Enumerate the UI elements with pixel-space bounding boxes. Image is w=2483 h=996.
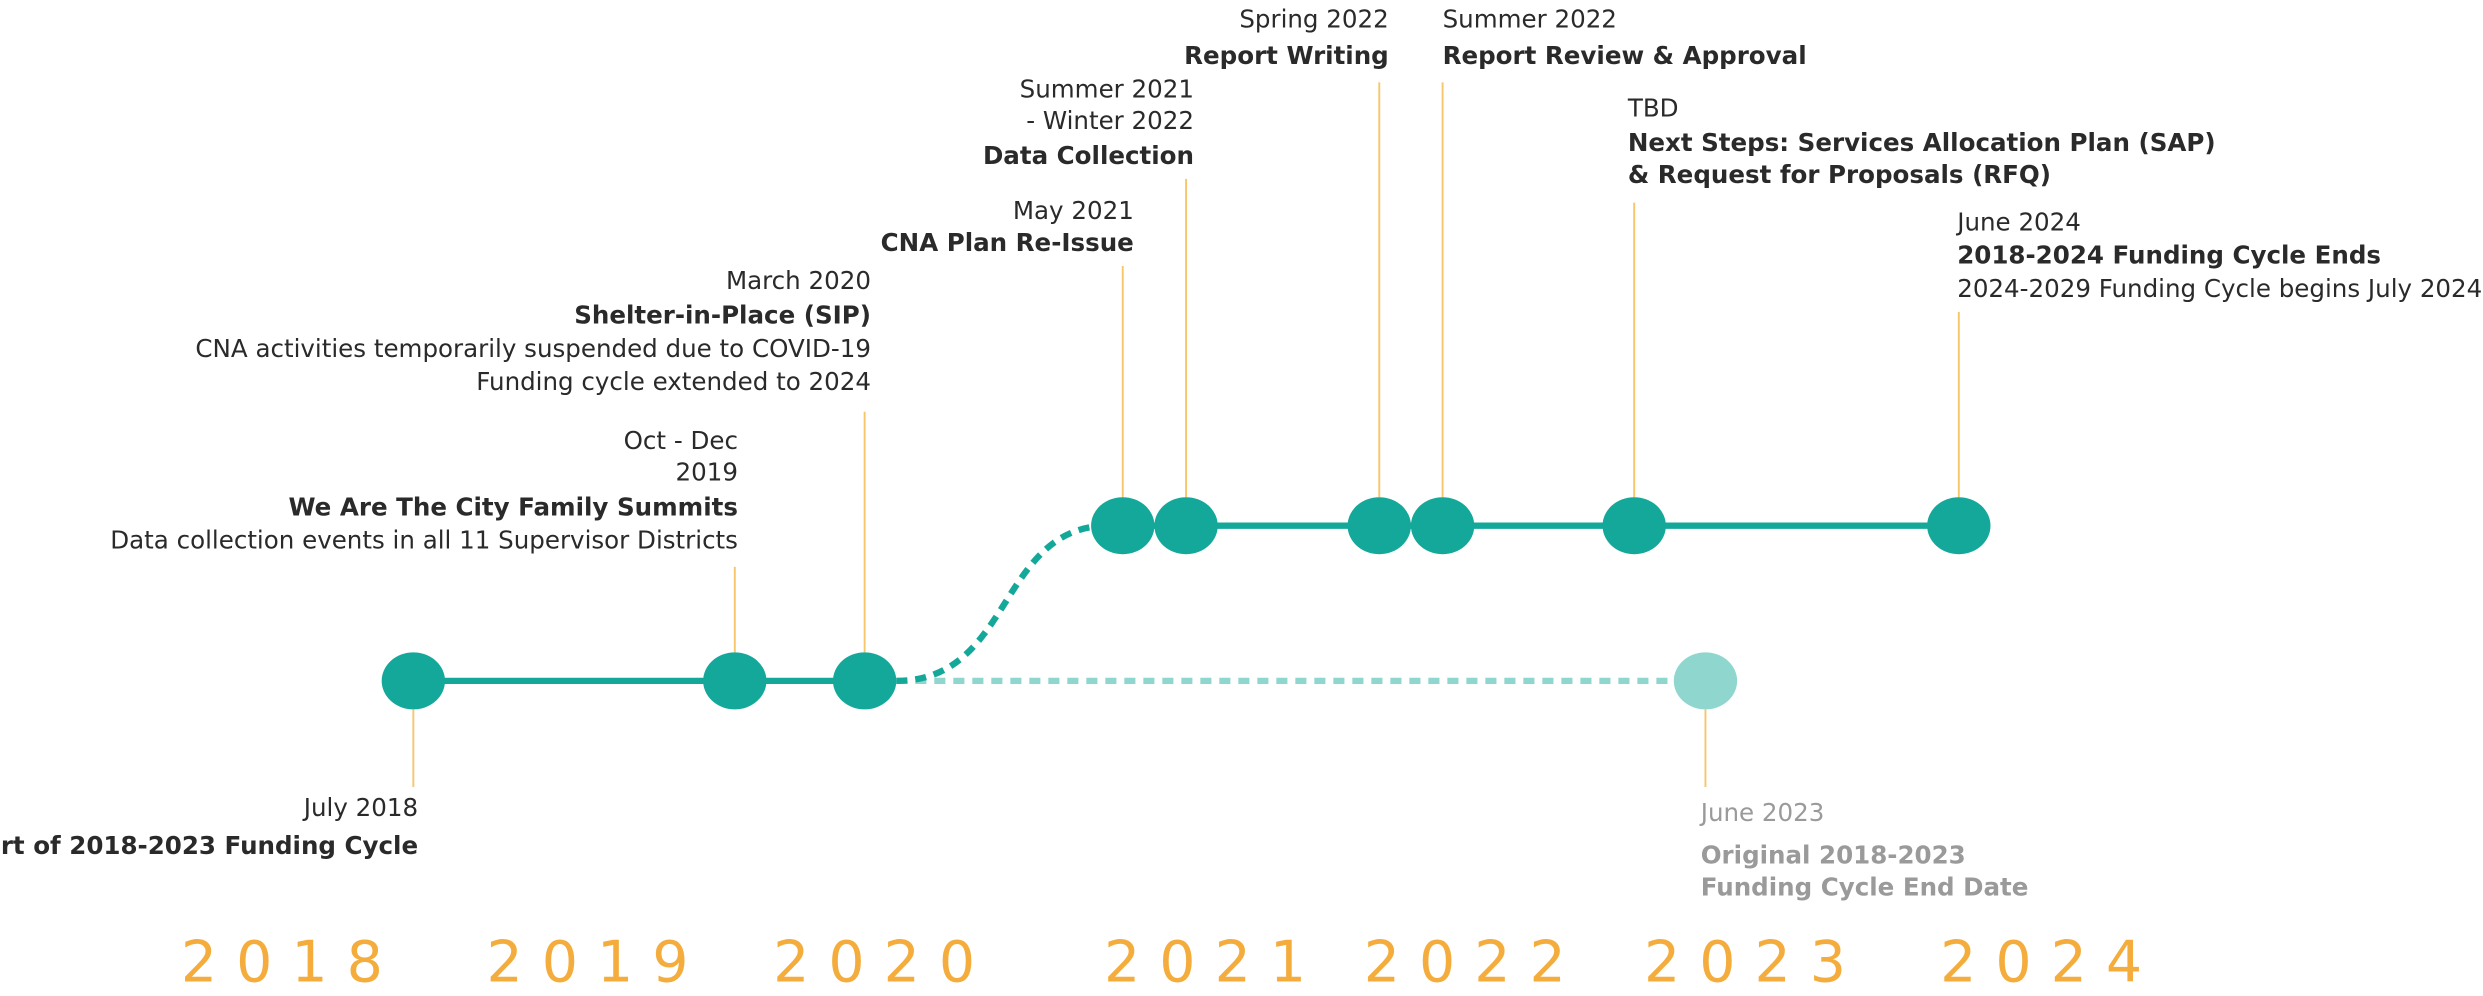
milestone-notes: 2024-2029 Funding Cycle begins July 2024 xyxy=(1957,274,2482,303)
milestone-date: July 2018 xyxy=(302,793,418,822)
year-label: 2024 xyxy=(1940,930,2161,996)
year-label: 2019 xyxy=(486,930,707,996)
milestone-node xyxy=(1602,497,1666,555)
milestone-title: Data Collection xyxy=(983,141,1194,170)
milestone-title: Original 2018-2023 xyxy=(1701,841,1966,870)
milestone-title: & Request for Proposals (RFQ) xyxy=(1628,160,2051,189)
year-label: 2023 xyxy=(1644,930,1865,996)
year-label: 2022 xyxy=(1364,930,1585,996)
milestone-notes: Funding cycle extended to 2024 xyxy=(476,367,871,396)
milestone-node xyxy=(1154,497,1218,555)
milestone-title: Start of 2018-2023 Funding Cycle xyxy=(0,831,418,860)
milestone-notes: CNA activities temporarily suspended due… xyxy=(195,334,871,363)
milestone-date: 2019 xyxy=(676,457,738,486)
tracks xyxy=(413,522,1959,685)
milestone-title: Next Steps: Services Allocation Plan (SA… xyxy=(1628,128,2216,157)
milestone-title: Report Writing xyxy=(1184,41,1389,70)
milestone-node xyxy=(703,652,767,710)
milestone-title: 2018-2024 Funding Cycle Ends xyxy=(1957,241,2381,270)
milestone-date: Oct - Dec xyxy=(624,426,738,455)
milestone-date: June 2023 xyxy=(1699,798,1825,827)
milestone-date: Spring 2022 xyxy=(1239,5,1388,34)
milestone-date: Summer 2021 xyxy=(1020,74,1194,103)
milestone-date: March 2020 xyxy=(726,266,871,295)
milestone-title: CNA Plan Re-Issue xyxy=(881,228,1134,257)
milestone-title: Report Review & Approval xyxy=(1443,41,1807,70)
milestone-date: TBD xyxy=(1627,93,1679,122)
milestone-date: June 2024 xyxy=(1955,207,2081,236)
milestone-title: Shelter-in-Place (SIP) xyxy=(574,301,871,330)
milestone-node xyxy=(832,652,897,710)
milestone-date: - Winter 2022 xyxy=(1026,106,1194,135)
milestone-title: Funding Cycle End Date xyxy=(1701,872,2029,901)
year-label: 2021 xyxy=(1104,930,1325,996)
milestone-date: May 2021 xyxy=(1013,196,1134,225)
milestone-title: We Are The City Family Summits xyxy=(289,492,738,521)
track-shift xyxy=(896,522,1109,685)
milestone-node xyxy=(1347,497,1411,555)
milestone-date: Summer 2022 xyxy=(1443,5,1617,34)
milestone-node xyxy=(1927,497,1991,555)
year-label: 2020 xyxy=(773,930,994,996)
milestone-node xyxy=(1673,652,1738,710)
milestone-node xyxy=(1410,497,1475,555)
milestone-node xyxy=(1091,497,1155,555)
milestone-notes: Data collection events in all 11 Supervi… xyxy=(110,526,738,555)
milestone-node xyxy=(381,652,446,710)
year-label: 2018 xyxy=(181,930,402,996)
